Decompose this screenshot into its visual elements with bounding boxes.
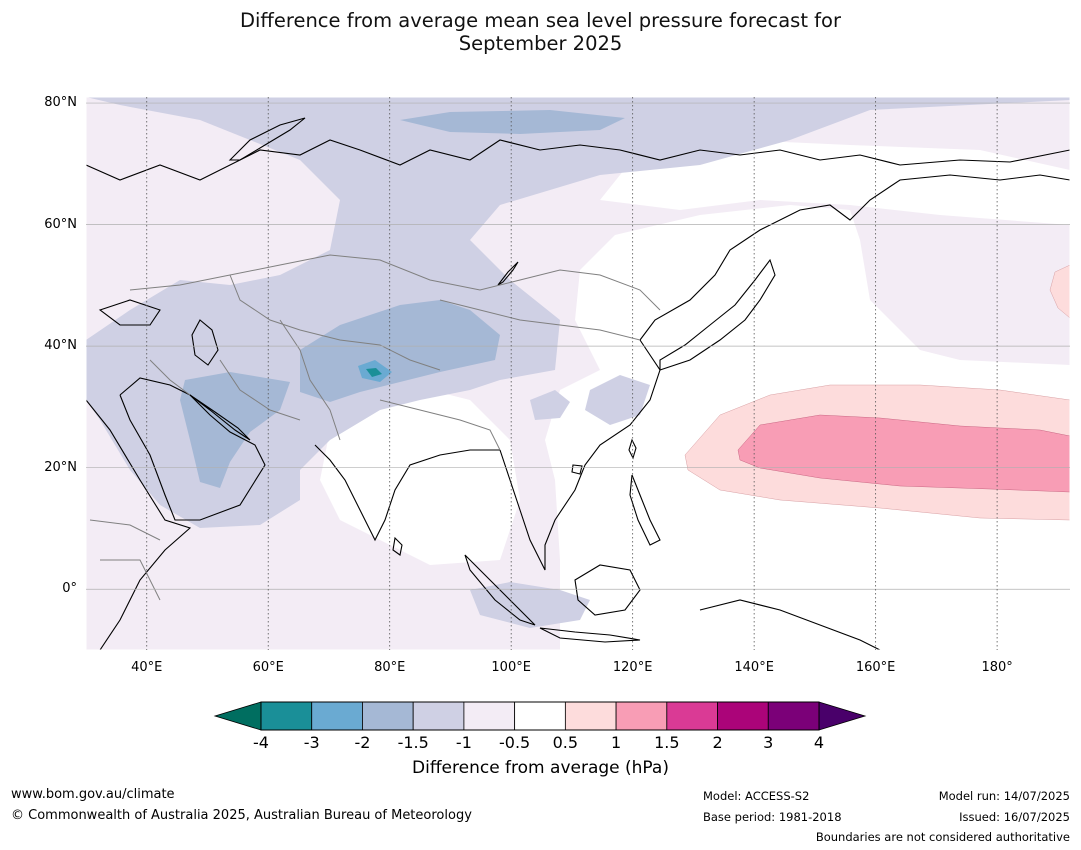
longitude-label: 60°E [252, 660, 284, 675]
coastline-sumatra [464, 554, 536, 626]
latitude-label: 40°N [44, 338, 77, 354]
colorbar-tick-label: 4 [813, 733, 825, 752]
coastline-lake-baikal [497, 261, 519, 286]
latitude-label: 80°N [44, 95, 77, 111]
anomaly-region-minus-3-himalaya [366, 368, 382, 377]
colorbar-swatch [311, 701, 363, 731]
colorbar-tick-label: -2 [354, 733, 371, 752]
colorbar-swatch [564, 701, 617, 731]
map-title: Difference from average mean sea level p… [0, 9, 1081, 55]
colorbar-tick-label: 3 [763, 733, 774, 752]
longitude-label: 40°E [131, 660, 163, 675]
colorbar-tick-label: 1.5 [654, 733, 680, 752]
colorbar-boxes [260, 701, 820, 731]
colorbar-swatch [260, 701, 313, 731]
longitude-label: 100°E [491, 660, 531, 675]
footer-model: Model: ACCESS-S2 [703, 789, 810, 803]
colorbar-tick-label: 2 [712, 733, 723, 752]
coastline-black-sea [98, 299, 161, 326]
footer-url: www.bom.gov.au/climate [11, 787, 175, 802]
footer-issued: Issued: 16/07/2025 [959, 810, 1070, 824]
latitude-label: 0° [62, 581, 77, 597]
anomaly-region-near-normal-south-asia [320, 390, 520, 565]
coastline-southeast-asia [499, 339, 661, 571]
coastline-persian-gulf [189, 394, 251, 441]
title-line-1: Difference from average mean sea level p… [240, 9, 841, 32]
footer-boundaries-note: Boundaries are not considered authoritat… [815, 830, 1070, 844]
coastline-caspian-sea [191, 319, 219, 366]
colorbar-swatch [362, 701, 414, 731]
coastline-borneo [574, 564, 641, 616]
latitude-label: 60°N [44, 216, 77, 232]
anomaly-region-plus-0-5-aleutian [1049, 264, 1070, 319]
colorbar-frame [260, 701, 820, 731]
footer-model-run: Model run: 14/07/2025 [938, 789, 1070, 803]
coastline-arctic [86, 139, 1070, 181]
longitude-label: 80°E [374, 660, 406, 675]
anomaly-region-minus-1-south-china [530, 390, 570, 420]
longitude-label: 180° [981, 660, 1013, 675]
coastline-india [314, 444, 500, 542]
footer-copyright: © Commonwealth of Australia 2025, Austra… [11, 808, 472, 823]
map-plot-area [86, 97, 1070, 650]
anomaly-region-minus-1-east-china [585, 375, 650, 425]
coastline-java [539, 627, 641, 643]
graticule-lines [86, 97, 1070, 650]
coastline-japan [659, 258, 776, 371]
coastline-novaya-zemlya [228, 117, 306, 161]
coastline-new-guinea [699, 599, 881, 650]
longitude-label: 160°E [855, 660, 896, 675]
colorbar-swatch [514, 701, 566, 731]
colorbar-swatch [767, 701, 820, 731]
colorbar-over-arrow [818, 701, 867, 731]
anomaly-region-near-normal-arctic [600, 140, 1070, 225]
colorbar-tick-label: 0.5 [552, 733, 579, 752]
longitude-label: 140°E [734, 660, 774, 675]
anomaly-region-near-normal-south-pacific [700, 560, 1070, 650]
colorbar-swatch [412, 701, 465, 731]
colorbar-tick-label: -1.5 [397, 733, 429, 752]
colorbar-swatch [717, 701, 769, 731]
footer-base-period: Base period: 1981-2018 [703, 810, 842, 824]
colorbar-tick-label: -4 [253, 733, 269, 752]
colorbar-tick-label: -3 [303, 733, 320, 752]
coastline-hainan [571, 464, 583, 475]
anomaly-region-minus-1-5-tibet [300, 300, 500, 402]
longitude-label: 120°E [612, 660, 653, 675]
anomaly-region-minus-1-arctic-central-asia [86, 97, 1070, 528]
anomaly-region-minus-1-5-barents [400, 110, 625, 134]
colorbar-swatch [666, 701, 718, 731]
colorbar-tick-label: -1 [455, 733, 472, 752]
coastline-philippines [629, 474, 661, 546]
colorbar-tick-label: 1 [610, 733, 622, 752]
anomaly-region-plus-1-north-pacific [737, 414, 1070, 493]
colorbar-swatch [615, 701, 668, 731]
map-frame [85, 96, 1071, 651]
coastline-arabian-peninsula [119, 377, 266, 521]
colorbar-swatch [463, 701, 516, 731]
colorbar-under-arrow [213, 701, 262, 731]
colorbar-title: Difference from average (hPa) [412, 758, 669, 778]
latitude-label: 20°N [44, 459, 77, 475]
coastline-east-asia-russia [639, 174, 1070, 341]
country-borders [89, 254, 661, 601]
anomaly-region-minus-1-indonesia [470, 582, 590, 628]
coastline-horn-of-africa [86, 399, 192, 650]
coastline-sri-lanka [392, 536, 403, 556]
colorbar-tick-label: -0.5 [499, 733, 531, 752]
title-line-2: September 2025 [458, 32, 623, 55]
colorbar [213, 701, 867, 731]
